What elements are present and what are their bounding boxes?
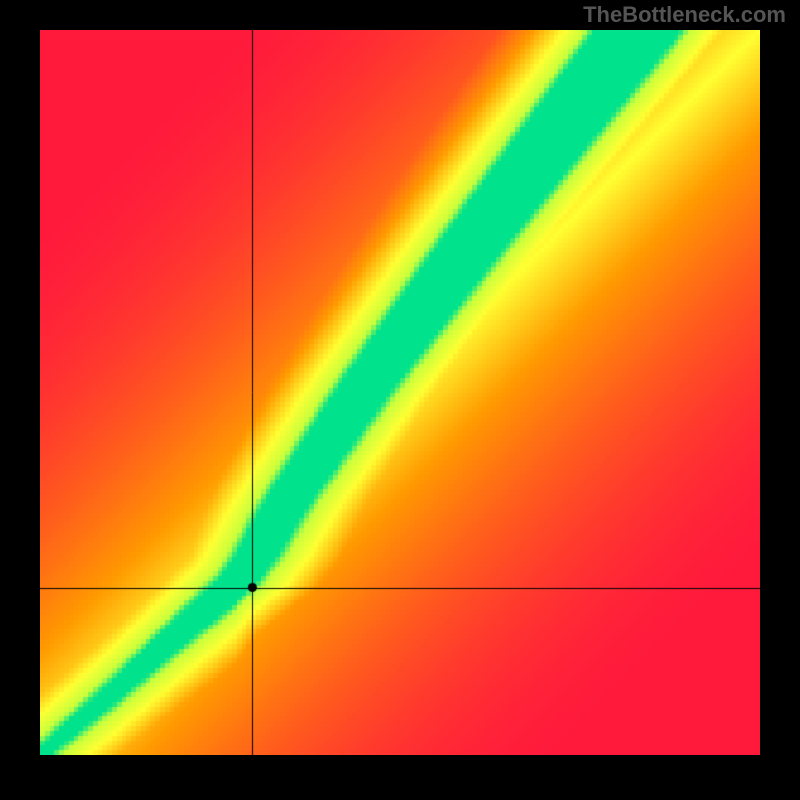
source-watermark: TheBottleneck.com	[583, 2, 786, 28]
chart-frame: TheBottleneck.com	[0, 0, 800, 800]
bottleneck-heatmap	[40, 30, 760, 755]
